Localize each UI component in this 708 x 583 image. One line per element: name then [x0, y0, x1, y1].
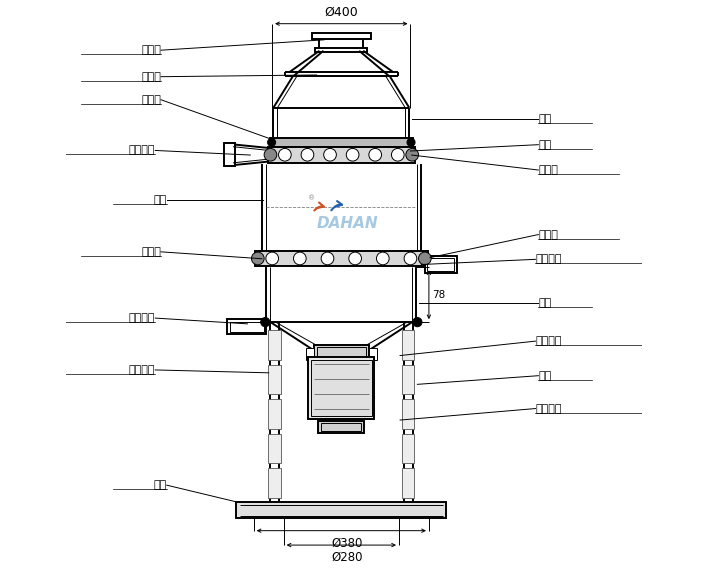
- Bar: [306, 348, 314, 360]
- Text: 拦球环: 拦球环: [538, 165, 558, 175]
- Bar: [270, 138, 413, 147]
- Circle shape: [377, 252, 389, 265]
- Text: 底框: 底框: [538, 297, 552, 308]
- Bar: [315, 48, 367, 52]
- Circle shape: [418, 252, 431, 265]
- Circle shape: [324, 149, 336, 161]
- Circle shape: [268, 138, 275, 146]
- Circle shape: [261, 318, 270, 326]
- Bar: [229, 322, 264, 332]
- Bar: [402, 469, 414, 498]
- Bar: [268, 434, 281, 463]
- Text: Ø400: Ø400: [324, 6, 358, 19]
- Circle shape: [264, 149, 277, 161]
- Text: 小束环: 小束环: [141, 95, 161, 105]
- Text: 细出料口: 细出料口: [129, 313, 155, 323]
- Bar: [224, 143, 235, 166]
- Circle shape: [294, 252, 306, 265]
- Bar: [425, 255, 457, 273]
- Circle shape: [404, 252, 417, 265]
- Bar: [255, 251, 428, 266]
- Bar: [236, 503, 446, 518]
- Bar: [402, 365, 414, 394]
- Text: 大束环: 大束环: [141, 247, 161, 257]
- Text: Ø380: Ø380: [331, 536, 362, 549]
- Text: 中框: 中框: [154, 195, 167, 205]
- Text: 上框: 上框: [538, 114, 552, 124]
- Text: 网架: 网架: [538, 140, 552, 150]
- Text: 减震弹簧: 减震弹簧: [129, 365, 155, 375]
- Circle shape: [346, 149, 359, 161]
- Bar: [402, 399, 414, 429]
- Circle shape: [301, 149, 314, 161]
- Circle shape: [406, 149, 418, 161]
- Circle shape: [278, 149, 291, 161]
- Bar: [321, 423, 362, 431]
- Text: 弹跳球: 弹跳球: [538, 230, 558, 240]
- Text: 上部重锤: 上部重锤: [535, 336, 562, 346]
- Text: Ø280: Ø280: [331, 551, 362, 564]
- Bar: [402, 434, 414, 463]
- Bar: [268, 469, 281, 498]
- Text: ®: ®: [308, 195, 315, 201]
- Text: 粗出料口: 粗出料口: [129, 145, 155, 156]
- Circle shape: [266, 252, 278, 265]
- Text: 78: 78: [432, 290, 445, 300]
- Bar: [402, 330, 414, 360]
- Bar: [312, 33, 371, 38]
- Bar: [319, 421, 365, 433]
- Circle shape: [321, 252, 334, 265]
- Bar: [427, 258, 455, 271]
- Text: 中出料口: 中出料口: [535, 254, 562, 264]
- Text: 下部重锤: 下部重锤: [535, 403, 562, 413]
- Circle shape: [407, 138, 415, 146]
- Text: 进料口: 进料口: [141, 45, 161, 55]
- Bar: [314, 345, 369, 363]
- Circle shape: [349, 252, 362, 265]
- Circle shape: [413, 318, 422, 326]
- Text: 底座: 底座: [154, 480, 167, 490]
- Circle shape: [251, 252, 264, 265]
- Text: DAHAN: DAHAN: [316, 216, 378, 230]
- Bar: [317, 347, 366, 360]
- Bar: [268, 330, 281, 360]
- Text: 防尘盖: 防尘盖: [141, 72, 161, 82]
- Bar: [268, 365, 281, 394]
- Text: 电机: 电机: [538, 371, 552, 381]
- Bar: [369, 348, 377, 360]
- Bar: [227, 319, 266, 334]
- Bar: [308, 357, 375, 419]
- Circle shape: [369, 149, 382, 161]
- Bar: [311, 360, 372, 416]
- Circle shape: [392, 149, 404, 161]
- Bar: [268, 147, 415, 163]
- Bar: [268, 399, 281, 429]
